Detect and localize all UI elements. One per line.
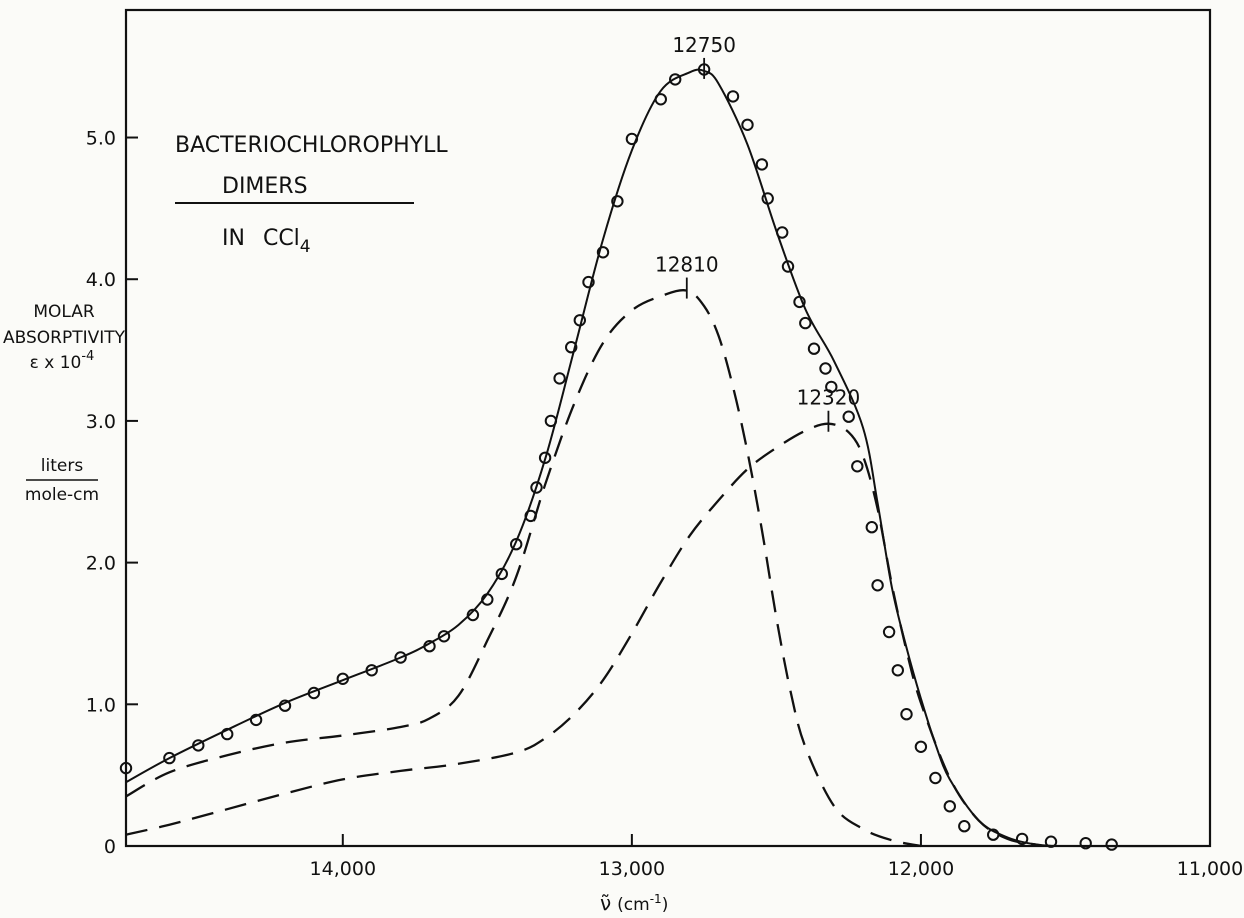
data-point [221,727,234,741]
solvent-prefix: IN [222,226,245,251]
data-point [365,664,378,677]
data-series [119,63,1211,851]
data-point [544,414,558,428]
data-point [755,158,769,171]
x-tick-label: 12,000 [888,858,954,880]
x-tick-label: 14,000 [310,858,376,880]
solvent-label: IN CCl4 [222,226,311,257]
data-point [565,341,578,354]
data-point [573,314,586,327]
y-axis-label-line2: ABSORPTIVITY [3,328,126,348]
data-point [192,739,205,752]
data-point [825,380,838,394]
data-point [423,640,436,653]
y-axis-unit-denominator: mole-cm [25,485,99,505]
data-point [958,820,971,833]
x-axis-label: ν̃ (cm-1) [600,891,668,915]
data-point [669,73,682,86]
solvent-formula: CCl [263,226,300,251]
y-tick-label: 4.0 [86,269,116,291]
y-tick-label: 5.0 [86,128,116,150]
data-point [929,771,942,785]
peak-label: 12750 [672,33,736,57]
data-point [882,625,896,639]
peak-label: 12320 [797,386,861,410]
data-point [842,410,855,423]
data-point [119,761,133,775]
y-tick-label: 1.0 [86,694,116,716]
data-point [163,751,176,765]
data-point [524,509,537,523]
peak-label: 12810 [655,253,719,277]
chart-subtitle: DIMERS [222,174,308,199]
y-axis-label-exponent: -4 [81,349,94,364]
gaussian-component-line-2 [125,422,1052,848]
y-axis-label-line3: ε x 10-4 [30,349,95,373]
gaussian-component-line-1 [125,289,922,848]
data-point [741,118,754,132]
data-point [625,132,639,146]
y-tick-label: 0 [104,836,116,858]
data-point [793,295,806,309]
x-axis-unit-exponent: -1 [650,892,662,906]
data-point [278,699,292,712]
x-tick-label: 13,000 [599,858,665,880]
x-axis-unit-close: ) [662,895,669,915]
data-point [249,713,263,727]
y-tick-label: 2.0 [86,553,116,575]
data-point [807,342,821,355]
data-point [1015,832,1029,846]
data-point [510,538,523,551]
data-point [611,195,624,208]
data-point [851,460,864,473]
data-point [596,246,610,259]
data-point [481,593,494,606]
data-point [437,630,451,643]
data-point [987,828,1000,841]
data-point [726,90,740,103]
y-axis-label-line1: MOLAR [33,302,95,322]
chart-title: BACTERIOCHLOROPHYLL [175,133,448,158]
data-point [871,579,884,592]
data-point [394,651,407,664]
data-point [891,664,904,677]
x-tick-label: 11,000 [1177,858,1243,880]
data-point [819,362,832,375]
data-point [781,260,795,273]
data-point [1044,835,1058,848]
data-point [336,672,349,685]
data-point [530,481,543,494]
peak-annotations: 12750 12810 12320 [655,33,860,432]
axis-ticks: 14,000 13,000 12,000 11,000 0 1.0 2.0 3.0 4.0 5.0 [86,128,1243,880]
data-point [538,451,552,464]
data-point [495,567,508,581]
x-axis-symbol: ν̃ [600,891,611,915]
data-point [914,740,928,753]
data-point [799,316,812,330]
y-axis-label-epsilon: ε x 10 [30,353,82,373]
data-point [582,275,595,289]
data-point [865,521,878,534]
data-point [553,372,566,385]
data-point [943,800,956,813]
data-point [466,608,480,622]
data-point [761,192,774,205]
x-axis-unit-open: (cm [617,895,650,915]
data-point [654,93,667,106]
y-axis-unit-numerator: liters [41,456,84,476]
data-point [900,708,913,721]
data-point [776,226,789,239]
y-tick-label: 3.0 [86,411,116,433]
plot-frame [124,8,1212,848]
data-point [1079,837,1092,850]
data-point [307,686,321,700]
data-point [1105,838,1118,851]
solvent-subscript: 4 [300,237,311,257]
